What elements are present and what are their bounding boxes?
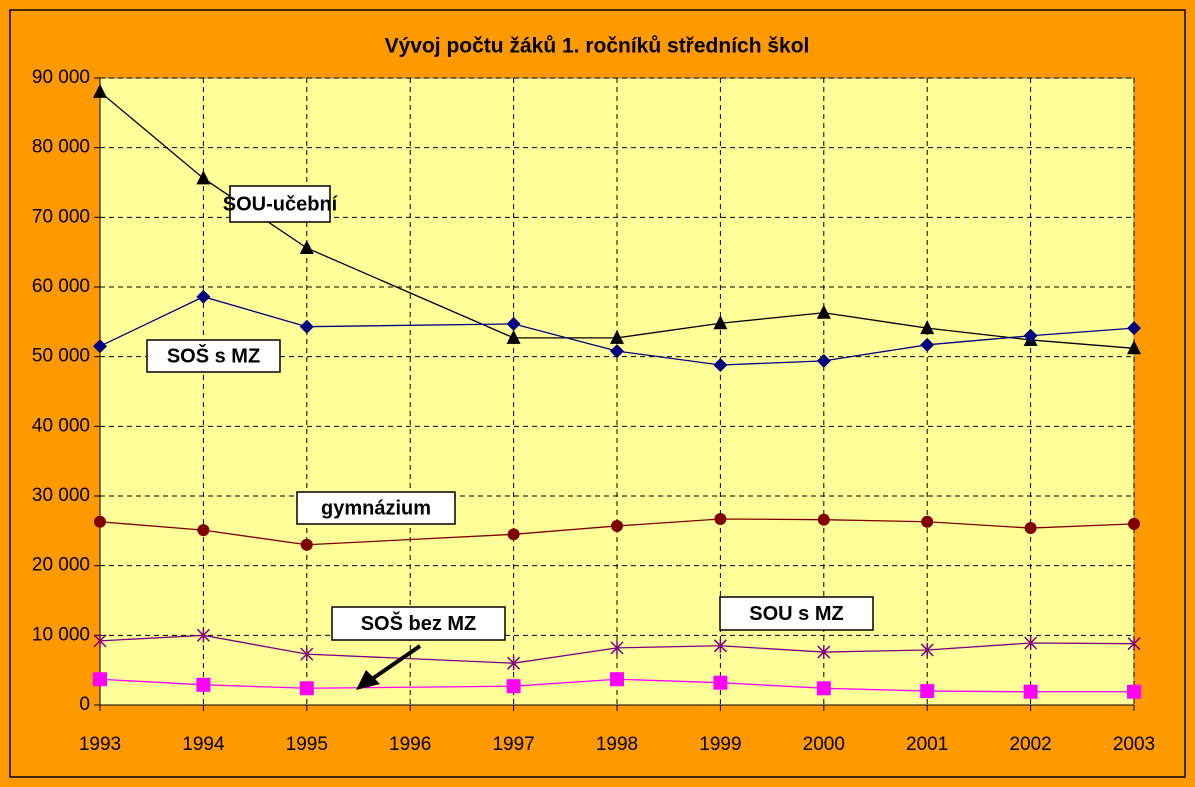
annotation-box: [296, 491, 456, 525]
marker: [507, 528, 520, 541]
marker: [610, 640, 624, 655]
series-line: [99, 634, 1135, 664]
arrow-head: [356, 670, 380, 690]
marker: [713, 358, 728, 373]
marker: [610, 329, 624, 344]
marker: [300, 647, 314, 662]
arrow: [370, 644, 422, 681]
marker: [714, 512, 727, 525]
marker: [920, 684, 935, 699]
marker: [506, 679, 521, 694]
x-tick-label: 2002: [1009, 734, 1051, 755]
marker: [196, 677, 211, 692]
y-tick-label: 50 000: [32, 346, 90, 367]
y-tick-label: 40 000: [32, 415, 90, 436]
series-label: gymnázium: [321, 497, 431, 519]
series-label: SOŠ s MZ: [167, 343, 260, 367]
x-tick-label: 1993: [79, 734, 121, 755]
marker: [920, 320, 935, 335]
marker: [506, 316, 521, 331]
x-tick-label: 1997: [492, 734, 534, 755]
marker: [816, 304, 831, 319]
x-tick-label: 1998: [596, 734, 638, 755]
marker: [817, 513, 830, 526]
marker: [1127, 340, 1141, 355]
marker: [507, 656, 521, 671]
y-tick-label: 60 000: [32, 276, 90, 297]
marker: [1127, 321, 1141, 336]
marker: [506, 329, 521, 344]
annotation-box: [331, 606, 506, 641]
marker: [93, 339, 107, 354]
annotation-box: [146, 339, 281, 373]
series-label: SOŠ bez MZ: [361, 611, 477, 635]
marker: [1127, 636, 1141, 651]
marker: [94, 515, 106, 528]
marker: [1128, 517, 1140, 530]
marker: [196, 170, 211, 185]
marker: [299, 239, 314, 254]
y-tick-label: 30 000: [32, 485, 90, 506]
x-tick-label: 1994: [182, 734, 225, 755]
marker: [611, 519, 623, 532]
y-tick-label: 20 000: [32, 555, 90, 576]
x-tick-label: 1996: [389, 734, 431, 755]
marker: [1024, 522, 1037, 535]
marker: [816, 681, 831, 696]
series-line: [99, 518, 1135, 546]
marker: [610, 672, 624, 687]
marker: [921, 515, 934, 528]
series-label: SOU s MZ: [749, 603, 843, 625]
marker: [299, 319, 314, 334]
annotation-box: [719, 596, 874, 631]
x-tick-label: 2001: [906, 734, 948, 755]
marker: [93, 672, 107, 687]
x-tick-label: 2000: [803, 734, 845, 755]
marker: [1024, 635, 1038, 650]
series-label: SOU-učební: [223, 193, 339, 215]
y-tick-label: 0: [79, 694, 90, 715]
marker: [300, 538, 313, 551]
chart-title: Vývoj počtu žáků 1. ročníků středních šk…: [385, 35, 810, 58]
marker: [713, 675, 728, 690]
y-tick-label: 10 000: [32, 624, 90, 645]
marker: [1023, 684, 1038, 699]
y-tick-label: 80 000: [32, 137, 90, 158]
annotation-box: [229, 185, 331, 223]
marker: [816, 353, 831, 368]
marker: [610, 344, 624, 359]
marker: [713, 315, 728, 330]
marker: [93, 83, 107, 98]
marker: [196, 628, 210, 643]
marker: [299, 681, 314, 696]
marker: [1023, 328, 1038, 343]
marker: [920, 642, 934, 657]
x-tick-label: 1999: [699, 734, 741, 755]
marker: [920, 337, 935, 352]
x-tick-label: 1995: [286, 734, 328, 755]
marker: [197, 524, 210, 537]
marker: [713, 638, 727, 653]
series-line: [99, 678, 1134, 693]
marker: [817, 645, 831, 660]
marker: [1127, 684, 1141, 699]
x-tick-label: 2003: [1113, 734, 1155, 755]
series-line: [99, 296, 1135, 366]
marker: [93, 633, 107, 648]
y-tick-label: 90 000: [32, 67, 90, 88]
y-tick-label: 70 000: [32, 206, 90, 227]
marker: [196, 289, 211, 304]
